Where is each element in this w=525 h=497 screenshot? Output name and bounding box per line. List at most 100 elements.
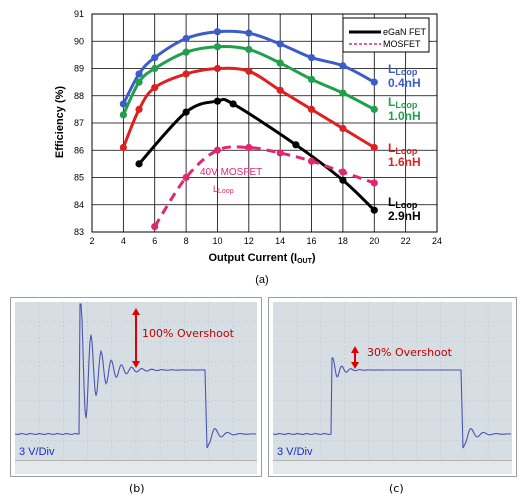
scope-scale-b: 3 V/Div bbox=[19, 446, 55, 458]
x-tick-label: 16 bbox=[307, 236, 317, 246]
scope-screen-b bbox=[15, 302, 257, 460]
scope-waveform-b bbox=[15, 302, 257, 460]
caption-c: (c) bbox=[389, 482, 404, 495]
series-line-1 bbox=[122, 45, 375, 116]
series-point-4 bbox=[151, 222, 159, 231]
series-point-4 bbox=[339, 168, 347, 176]
series-point-4 bbox=[307, 157, 316, 165]
series-point-4 bbox=[245, 143, 253, 152]
series-point-3 bbox=[292, 141, 300, 149]
x-tick-label: 4 bbox=[121, 236, 126, 246]
x-tick-label: 14 bbox=[275, 236, 285, 246]
overshoot-arrow-head-bottom bbox=[351, 362, 359, 369]
mosfet-label-sub: LLoop bbox=[213, 184, 234, 195]
series-point-3 bbox=[135, 160, 143, 168]
x-axis-label-sub: OUT bbox=[297, 258, 313, 265]
overshoot-arrow-head-bottom bbox=[132, 361, 140, 368]
overshoot-arrow-head-top bbox=[351, 346, 359, 353]
series-point-0 bbox=[119, 100, 127, 108]
waveform-trace bbox=[273, 357, 512, 449]
series-point-1 bbox=[213, 43, 222, 51]
overshoot-label-b: 100% Overshoot bbox=[142, 327, 234, 340]
series-point-1 bbox=[151, 64, 159, 73]
series-point-0 bbox=[307, 54, 316, 62]
series-value-0: 0.4nH bbox=[388, 76, 421, 90]
series-point-3 bbox=[370, 206, 378, 214]
series-point-2 bbox=[119, 143, 127, 152]
series-point-1 bbox=[339, 89, 347, 97]
series-point-3 bbox=[229, 100, 237, 108]
series-point-2 bbox=[213, 64, 222, 73]
y-tick-label: 89 bbox=[74, 64, 84, 74]
series-point-0 bbox=[276, 40, 284, 48]
series-point-1 bbox=[245, 45, 253, 54]
x-axis-label: Output Current (IOUT) bbox=[208, 252, 315, 265]
scope-panel-c: 3 V/Div 30% Overshoot bbox=[268, 297, 517, 477]
legend-mosfet-label: MOSFET bbox=[383, 39, 421, 49]
series-point-0 bbox=[213, 28, 222, 36]
y-tick-label: 90 bbox=[74, 36, 84, 46]
scope-panel-b: 3 V/Div 100% Overshoot bbox=[10, 297, 262, 477]
x-tick-label: 22 bbox=[401, 236, 411, 246]
x-tick-label: 20 bbox=[369, 236, 379, 246]
series-point-0 bbox=[182, 34, 190, 43]
series-label-0: LLoop bbox=[388, 62, 418, 77]
series-point-1 bbox=[370, 105, 378, 113]
x-tick-label: 12 bbox=[244, 236, 254, 246]
scope-waveform-c bbox=[273, 302, 512, 460]
series-point-4 bbox=[276, 149, 284, 157]
x-tick-label: 2 bbox=[89, 236, 94, 246]
scope-status-bar-b bbox=[15, 460, 257, 474]
series-labels: LLoop0.4nHLLoop1.0nHLLoop1.6nHLLoop2.9nH… bbox=[200, 62, 421, 223]
series-point-2 bbox=[370, 143, 378, 152]
series-value-2: 1.6nH bbox=[388, 155, 421, 169]
y-tick-label: 88 bbox=[74, 91, 84, 101]
y-tick-label: 87 bbox=[74, 118, 84, 128]
series-point-1 bbox=[276, 59, 284, 67]
legend-egan-label: eGaN FET bbox=[383, 27, 427, 37]
series-point-0 bbox=[339, 62, 347, 70]
y-tick-label: 91 bbox=[74, 9, 84, 19]
x-tick-label: 24 bbox=[432, 236, 442, 246]
series-point-3 bbox=[182, 108, 190, 116]
series-point-4 bbox=[370, 179, 378, 187]
series-point-0 bbox=[370, 78, 378, 86]
waveform-trace bbox=[15, 303, 257, 449]
series-value-1: 1.0nH bbox=[388, 109, 421, 123]
legend: eGaN FET MOSFET bbox=[342, 17, 430, 53]
caption-b: (b) bbox=[129, 482, 145, 495]
overshoot-arrow-head-top bbox=[132, 308, 140, 315]
series-point-2 bbox=[182, 70, 190, 78]
x-tick-label: 10 bbox=[212, 236, 222, 246]
scope-scale-c: 3 V/Div bbox=[277, 446, 313, 458]
scope-screen-c bbox=[273, 302, 512, 460]
scope-status-bar-c bbox=[273, 460, 512, 474]
series-point-1 bbox=[182, 48, 190, 56]
series-label-1: LLoop bbox=[388, 95, 418, 110]
x-tick-label: 18 bbox=[338, 236, 348, 246]
series-point-0 bbox=[135, 70, 143, 78]
series-line-2 bbox=[121, 66, 376, 149]
legend-box bbox=[342, 17, 430, 53]
series-group bbox=[119, 28, 378, 231]
series-point-2 bbox=[339, 124, 347, 133]
x-tick-label: 8 bbox=[184, 236, 189, 246]
series-point-0 bbox=[151, 54, 159, 62]
series-point-3 bbox=[339, 176, 347, 184]
series-point-2 bbox=[245, 67, 253, 75]
series-point-3 bbox=[213, 97, 222, 105]
series-point-2 bbox=[135, 105, 143, 113]
series-point-2 bbox=[307, 105, 316, 113]
series-value-3: 2.9nH bbox=[388, 209, 421, 223]
series-point-1 bbox=[307, 75, 316, 83]
y-axis-label: Efficiency (%) bbox=[54, 86, 66, 158]
series-point-1 bbox=[119, 111, 127, 119]
series-point-2 bbox=[276, 86, 284, 94]
series-point-4 bbox=[213, 146, 222, 154]
series-line-0 bbox=[122, 29, 375, 105]
caption-a: (a) bbox=[255, 274, 268, 286]
x-tick-label: 6 bbox=[152, 236, 157, 246]
series-point-2 bbox=[151, 83, 159, 92]
